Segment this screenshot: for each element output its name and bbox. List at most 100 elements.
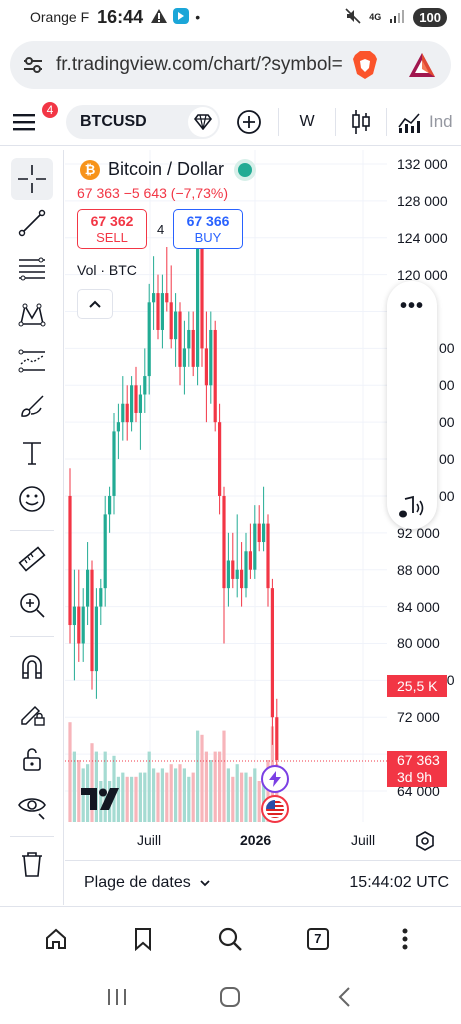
indicators-button[interactable]: Ind: [387, 98, 457, 146]
time-axis-label: Juill: [137, 832, 162, 848]
market-open-icon: [238, 162, 253, 177]
pattern-tool[interactable]: [11, 294, 53, 336]
forecast-icon: [18, 349, 45, 373]
more-options-icon[interactable]: •••: [399, 295, 424, 317]
price-axis-label: 92 000: [397, 524, 440, 541]
volume-bar: [134, 776, 138, 822]
tradingview-logo-icon: [81, 788, 121, 810]
volume-bar: [275, 764, 279, 822]
tabs-button[interactable]: 7: [296, 917, 340, 961]
chart-settings-button[interactable]: [411, 827, 439, 855]
add-symbol-button[interactable]: [220, 98, 278, 146]
url-text[interactable]: fr.tradingview.com/chart/?symbol=: [56, 54, 343, 75]
buy-button[interactable]: 67 366 BUY: [173, 209, 243, 249]
brush-tool[interactable]: [11, 386, 53, 428]
volume-bar: [218, 751, 222, 822]
lock-all-tool[interactable]: [11, 738, 53, 780]
price-axis-label: 132 000: [397, 156, 448, 172]
volume-bar: [253, 768, 257, 822]
measure-tool[interactable]: [11, 538, 53, 580]
candle-body: [165, 293, 169, 303]
brave-shield-icon[interactable]: [351, 50, 379, 80]
economic-event-button[interactable]: [261, 795, 289, 823]
main-menu-button[interactable]: 4: [0, 98, 60, 146]
volume-bar: [178, 764, 182, 822]
remove-drawings-tool[interactable]: [11, 843, 53, 885]
magnet-tool[interactable]: [11, 646, 53, 688]
candle-body: [178, 311, 182, 367]
lightning-event-button[interactable]: [261, 765, 289, 793]
forecasting-tool[interactable]: [11, 340, 53, 382]
system-home-button[interactable]: [208, 975, 252, 1019]
date-range-button[interactable]: Plage de dates: [84, 874, 211, 892]
symbol-legend[interactable]: ₿ Bitcoin / Dollar: [80, 159, 253, 180]
lock-drawing-tool[interactable]: [11, 692, 53, 734]
candle-body: [222, 495, 226, 589]
candle-body: [200, 237, 204, 349]
brave-rewards-icon[interactable]: [407, 51, 437, 79]
system-back-button[interactable]: [322, 975, 366, 1019]
smiley-icon: [19, 486, 45, 512]
trend-line-icon: [18, 209, 46, 237]
dot-icon: •: [195, 9, 201, 25]
candle-body: [213, 329, 217, 423]
volume-bar: [231, 776, 235, 822]
crosshair-tool[interactable]: [11, 158, 53, 200]
trend-line-tool[interactable]: [11, 202, 53, 244]
bookmarks-button[interactable]: [121, 917, 165, 961]
fib-retracement-tool[interactable]: [11, 248, 53, 290]
crosshair-icon: [18, 165, 46, 193]
chart-pane[interactable]: ₿ Bitcoin / Dollar 67 363 −5 643 (−7,73%…: [65, 150, 461, 860]
sound-icon[interactable]: [397, 495, 427, 521]
utc-clock[interactable]: 15:44:02 UTC: [349, 874, 449, 891]
candle-body: [116, 422, 120, 432]
volume-bar: [182, 768, 186, 822]
carrier-name: Orange F: [30, 9, 90, 25]
chart-type-button[interactable]: [336, 98, 386, 146]
unlock-icon: [23, 748, 41, 771]
candle-body: [235, 569, 239, 579]
emoji-tool[interactable]: [11, 478, 53, 520]
candle-body: [138, 394, 142, 413]
sell-button[interactable]: 67 362 SELL: [77, 209, 147, 249]
text-tool[interactable]: [11, 432, 53, 474]
volume-bar: [152, 768, 156, 822]
magnet-icon: [22, 655, 42, 679]
browser-menu-button[interactable]: [383, 917, 427, 961]
pattern-icon: [18, 303, 46, 327]
back-chevron-icon: [338, 987, 350, 1007]
price-axis-label: 00: [439, 377, 455, 394]
chevron-up-icon: [89, 300, 101, 308]
volume-bar: [121, 772, 125, 822]
signal-icon: [389, 9, 405, 26]
volume-bar: [244, 772, 248, 822]
address-bar[interactable]: fr.tradingview.com/chart/?symbol=: [10, 41, 451, 89]
volume-bar: [77, 760, 81, 822]
candle-body: [209, 329, 213, 386]
candle-body: [169, 302, 173, 340]
buy-label: BUY: [194, 230, 222, 245]
interval-button[interactable]: W: [299, 112, 315, 130]
hide-drawings-tool[interactable]: [11, 784, 53, 826]
symbol-search-button[interactable]: BTCUSD: [66, 104, 220, 139]
indicators-icon: [398, 112, 420, 133]
price-axis-label: 80 000: [397, 635, 440, 652]
more-vertical-icon: [402, 928, 408, 949]
search-button[interactable]: [208, 917, 252, 961]
spread-value: 4: [157, 222, 165, 237]
home-button[interactable]: [34, 917, 78, 961]
site-settings-icon[interactable]: [20, 52, 46, 78]
home-icon: [45, 928, 66, 949]
zoom-tool[interactable]: [11, 584, 53, 626]
floating-panel[interactable]: •••: [387, 281, 437, 529]
collapse-legend-button[interactable]: [77, 289, 113, 319]
recent-apps-button[interactable]: [95, 975, 139, 1019]
symbol-title: Bitcoin / Dollar: [108, 159, 225, 179]
candle-body: [240, 569, 244, 589]
volume-bar: [72, 751, 76, 822]
warning-icon: [151, 8, 168, 26]
pencil-lock-icon: [21, 705, 45, 726]
sell-price: 67 362: [90, 213, 134, 229]
volume-legend[interactable]: Vol · BTC: [77, 262, 137, 278]
diamond-icon[interactable]: [188, 106, 218, 137]
